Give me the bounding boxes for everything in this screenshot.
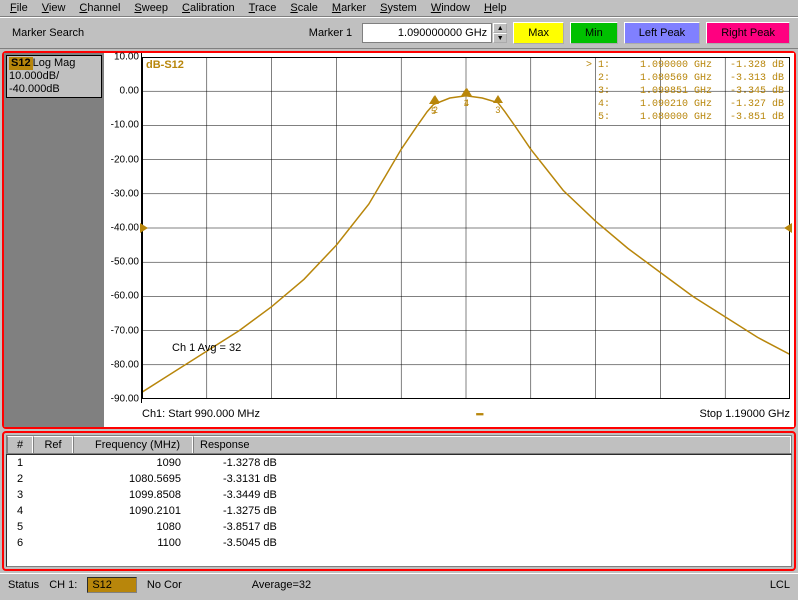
y-tick: -60.00 bbox=[111, 291, 139, 302]
menu-system[interactable]: System bbox=[380, 2, 417, 14]
marker-5-icon[interactable] bbox=[429, 96, 439, 104]
readout-row: 2:1.080569 GHz-3.313 dB bbox=[580, 72, 784, 85]
trace-info-box[interactable]: S12Log Mag 10.000dB/ -40.000dB bbox=[6, 55, 102, 98]
y-tick: -70.00 bbox=[111, 325, 139, 336]
y-tick: -30.00 bbox=[111, 188, 139, 199]
min-button[interactable]: Min bbox=[570, 22, 618, 44]
table-body: 11090-1.3278 dB21080.5695-3.3131 dB31099… bbox=[6, 454, 792, 567]
freq-up-button[interactable]: ▲ bbox=[493, 23, 507, 33]
left-peak-button[interactable]: Left Peak bbox=[624, 22, 700, 44]
col-num[interactable]: # bbox=[7, 436, 33, 453]
plot-region: dB-S12 > 1:1.090000 GHz-1.328 dB2:1.0805… bbox=[142, 57, 790, 399]
menubar: File View Channel Sweep Calibration Trace Scal… bbox=[0, 0, 798, 17]
avg-text: Ch 1 Avg = 32 bbox=[172, 342, 241, 354]
y-tick: -20.00 bbox=[111, 154, 139, 165]
menu-scale[interactable]: Scale bbox=[290, 2, 318, 14]
menu-calibration[interactable]: Calibration bbox=[182, 2, 235, 14]
freq-down-button[interactable]: ▼ bbox=[493, 33, 507, 43]
status-channel: CH 1: bbox=[49, 579, 77, 591]
marker-5-label: 5 bbox=[431, 106, 436, 116]
table-row[interactable]: 31099.8508-3.3449 dB bbox=[7, 487, 791, 503]
marker-freq-input[interactable] bbox=[362, 23, 492, 43]
y-axis: 10.00 0.00 -10.00 -20.00 -30.00 -40.00 -50.00 -… bbox=[104, 53, 142, 403]
x-stop-label: Stop 1.19000 GHz bbox=[699, 408, 790, 421]
readout-row: 5:1.080000 GHz-3.851 dB bbox=[580, 111, 784, 124]
marker-4-label: 4 bbox=[464, 98, 469, 108]
marker-3-label: 3 bbox=[495, 105, 500, 115]
col-ref[interactable]: Ref bbox=[33, 436, 73, 453]
chart-area[interactable]: 10.00 0.00 -10.00 -20.00 -30.00 -40.00 -50.00 -… bbox=[104, 53, 794, 427]
ref-arrow-right bbox=[784, 223, 792, 233]
db-label: dB-S12 bbox=[146, 59, 184, 71]
menu-marker[interactable]: Marker bbox=[332, 2, 366, 14]
table-row[interactable]: 61100-3.5045 dB bbox=[7, 535, 791, 551]
statusbar: Status CH 1: S12 No Cor Average=32 LCL bbox=[0, 573, 798, 596]
readout-row: > 1:1.090000 GHz-1.328 dB bbox=[580, 59, 784, 72]
trace-ref: -40.000dB bbox=[9, 83, 60, 95]
status-label: Status bbox=[8, 579, 39, 591]
readout-row: 3:1.099851 GHz-3.345 dB bbox=[580, 85, 784, 98]
y-tick: -10.00 bbox=[111, 120, 139, 131]
menu-view[interactable]: View bbox=[42, 2, 66, 14]
y-tick: -40.00 bbox=[111, 223, 139, 234]
marker-search-label: Marker Search bbox=[8, 27, 88, 39]
marker-readout: > 1:1.090000 GHz-1.328 dB2:1.080569 GHz-… bbox=[580, 59, 784, 124]
col-response[interactable]: Response bbox=[193, 436, 791, 453]
table-row[interactable]: 21080.5695-3.3131 dB bbox=[7, 471, 791, 487]
menu-sweep[interactable]: Sweep bbox=[134, 2, 168, 14]
s-param-tag: S12 bbox=[9, 57, 33, 70]
chart-panel: S12Log Mag 10.000dB/ -40.000dB 10.00 0.00… bbox=[2, 51, 796, 429]
marker-table-panel: # Ref Frequency (MHz) Response 11090-1.3… bbox=[2, 431, 796, 571]
y-tick: 10.00 bbox=[114, 52, 139, 63]
table-row[interactable]: 41090.2101-1.3275 dB bbox=[7, 503, 791, 519]
table-row[interactable]: 11090-1.3278 dB bbox=[7, 455, 791, 471]
max-button[interactable]: Max bbox=[513, 22, 564, 44]
status-lcl: LCL bbox=[770, 579, 790, 591]
x-axis-labels: Ch1: Start 990.000 MHz ━ Stop 1.19000 GH… bbox=[142, 408, 790, 421]
y-tick: 0.00 bbox=[120, 86, 139, 97]
marker-4-icon[interactable] bbox=[462, 88, 472, 96]
marker-label: Marker 1 bbox=[305, 27, 356, 39]
table-row[interactable]: 51080-3.8517 dB bbox=[7, 519, 791, 535]
readout-row: 4:1.090210 GHz-1.327 dB bbox=[580, 98, 784, 111]
marker-toolbar: Marker Search Marker 1 ▲ ▼ Max Min Left … bbox=[0, 17, 798, 49]
col-freq[interactable]: Frequency (MHz) bbox=[73, 436, 193, 453]
marker-3-icon[interactable] bbox=[493, 95, 503, 103]
y-tick: -50.00 bbox=[111, 257, 139, 268]
trace-scale: 10.000dB/ bbox=[9, 70, 59, 82]
trace-dash-icon: ━ bbox=[476, 408, 483, 421]
x-start-label: Ch1: Start 990.000 MHz bbox=[142, 408, 260, 421]
ref-arrow-left bbox=[140, 223, 148, 233]
status-sparam[interactable]: S12 bbox=[87, 577, 137, 593]
table-header: # Ref Frequency (MHz) Response bbox=[6, 435, 792, 454]
y-tick: -80.00 bbox=[111, 359, 139, 370]
menu-file[interactable]: File bbox=[10, 2, 28, 14]
menu-channel[interactable]: Channel bbox=[79, 2, 120, 14]
menu-trace[interactable]: Trace bbox=[249, 2, 277, 14]
status-avg: Average=32 bbox=[252, 579, 311, 591]
menu-window[interactable]: Window bbox=[431, 2, 470, 14]
y-tick: -90.00 bbox=[111, 394, 139, 405]
menu-help[interactable]: Help bbox=[484, 2, 507, 14]
right-peak-button[interactable]: Right Peak bbox=[706, 22, 790, 44]
status-cor: No Cor bbox=[147, 579, 182, 591]
trace-format: Log Mag bbox=[33, 57, 76, 69]
trace-sidebar: S12Log Mag 10.000dB/ -40.000dB bbox=[4, 53, 104, 427]
